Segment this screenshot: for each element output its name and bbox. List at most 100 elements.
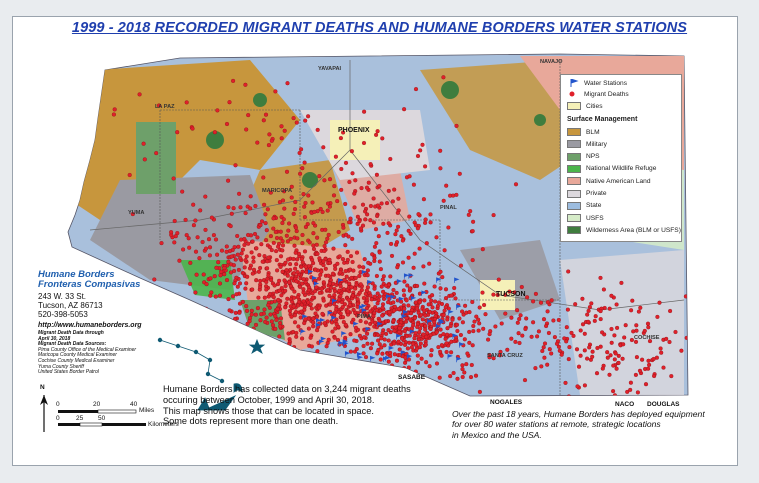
org-name-spanish: Fronteras Compasivas: [38, 279, 141, 290]
death-dot: [315, 251, 320, 256]
death-dot: [592, 318, 597, 323]
death-dot: [460, 309, 465, 314]
water-station-icon: [570, 79, 579, 87]
death-dot: [376, 338, 381, 343]
death-dot: [235, 252, 240, 257]
death-dot: [345, 309, 350, 314]
website-link[interactable]: http://www.humaneborders.org: [38, 322, 142, 329]
death-dot: [224, 278, 230, 283]
death-dot: [499, 321, 504, 326]
death-dot: [386, 221, 391, 226]
death-dot: [402, 293, 407, 298]
death-dot: [371, 313, 376, 319]
death-dot: [423, 217, 428, 222]
death-dot: [564, 339, 569, 344]
death-dot: [251, 259, 256, 264]
death-dot: [235, 233, 240, 239]
death-dot: [203, 194, 208, 199]
death-dot: [634, 323, 639, 328]
death-dot: [368, 203, 373, 209]
death-dot: [491, 292, 496, 297]
death-dot: [239, 251, 244, 256]
death-dot: [326, 232, 331, 237]
death-dot: [357, 264, 362, 269]
death-dot: [321, 263, 326, 268]
death-dot: [253, 203, 258, 209]
death-dot: [349, 275, 354, 280]
death-dot: [407, 340, 412, 345]
death-dot: [258, 265, 263, 271]
death-dot: [282, 278, 287, 283]
death-dot: [361, 265, 366, 270]
death-dot: [296, 303, 301, 308]
death-dot: [469, 362, 474, 368]
death-dot: [466, 212, 471, 217]
death-dot: [373, 305, 378, 310]
water-station-marker: [361, 308, 367, 314]
death-dot: [200, 239, 205, 245]
death-dot: [187, 245, 192, 250]
water-station-marker: [356, 351, 363, 358]
water-station-marker: [438, 318, 444, 324]
death-dot: [331, 193, 337, 198]
death-dot: [302, 215, 307, 220]
death-dot: [423, 342, 428, 347]
death-dot: [301, 192, 306, 197]
death-dot: [244, 254, 249, 259]
death-dot: [388, 350, 393, 355]
death-dot: [643, 382, 649, 387]
death-dot: [347, 281, 352, 286]
death-dot: [411, 341, 416, 346]
death-dot: [279, 286, 284, 291]
death-dot: [365, 268, 370, 273]
death-dot: [217, 293, 223, 298]
death-dot: [415, 353, 420, 358]
death-dot: [368, 218, 373, 223]
death-dot: [282, 206, 287, 211]
death-dot: [262, 307, 267, 312]
death-dot: [372, 286, 377, 291]
death-dot: [237, 310, 242, 315]
death-dot: [289, 276, 294, 281]
death-dot: [284, 233, 289, 238]
death-dot: [265, 207, 270, 212]
death-dot: [427, 261, 432, 266]
death-dot: [311, 320, 316, 325]
death-dot: [289, 314, 294, 319]
death-dot: [268, 312, 273, 317]
death-dot: [600, 366, 605, 371]
death-dot: [293, 250, 298, 255]
death-dot: [362, 257, 367, 262]
death-dot: [226, 205, 231, 210]
death-dot: [327, 177, 333, 182]
death-dot: [364, 306, 370, 311]
death-dot: [378, 357, 383, 362]
death-dot: [286, 257, 291, 262]
death-dot: [430, 293, 435, 298]
death-dot: [448, 374, 453, 379]
death-dot: [609, 293, 614, 298]
water-stations-text: Over the past 18 years, Humane Borders h…: [452, 409, 732, 440]
death-dot: [372, 294, 377, 299]
death-dot: [281, 217, 286, 222]
death-dot: [582, 331, 587, 336]
death-dot: [654, 355, 659, 360]
water-station-marker: [456, 304, 462, 310]
death-dot: [428, 220, 433, 225]
death-dot: [352, 205, 357, 210]
death-dot: [374, 241, 379, 246]
death-dot: [376, 234, 381, 239]
death-dot: [345, 257, 350, 262]
death-dot: [424, 360, 429, 365]
death-dot: [392, 328, 397, 333]
death-dot: [271, 226, 276, 231]
death-dot: [353, 286, 358, 291]
death-dot: [284, 268, 289, 273]
death-dot: [172, 240, 177, 245]
death-dot: [278, 320, 283, 326]
death-dot: [255, 140, 260, 145]
death-dot: [531, 320, 536, 325]
death-dot: [413, 331, 418, 336]
death-dot: [646, 325, 651, 330]
water-station-marker: [338, 278, 344, 284]
